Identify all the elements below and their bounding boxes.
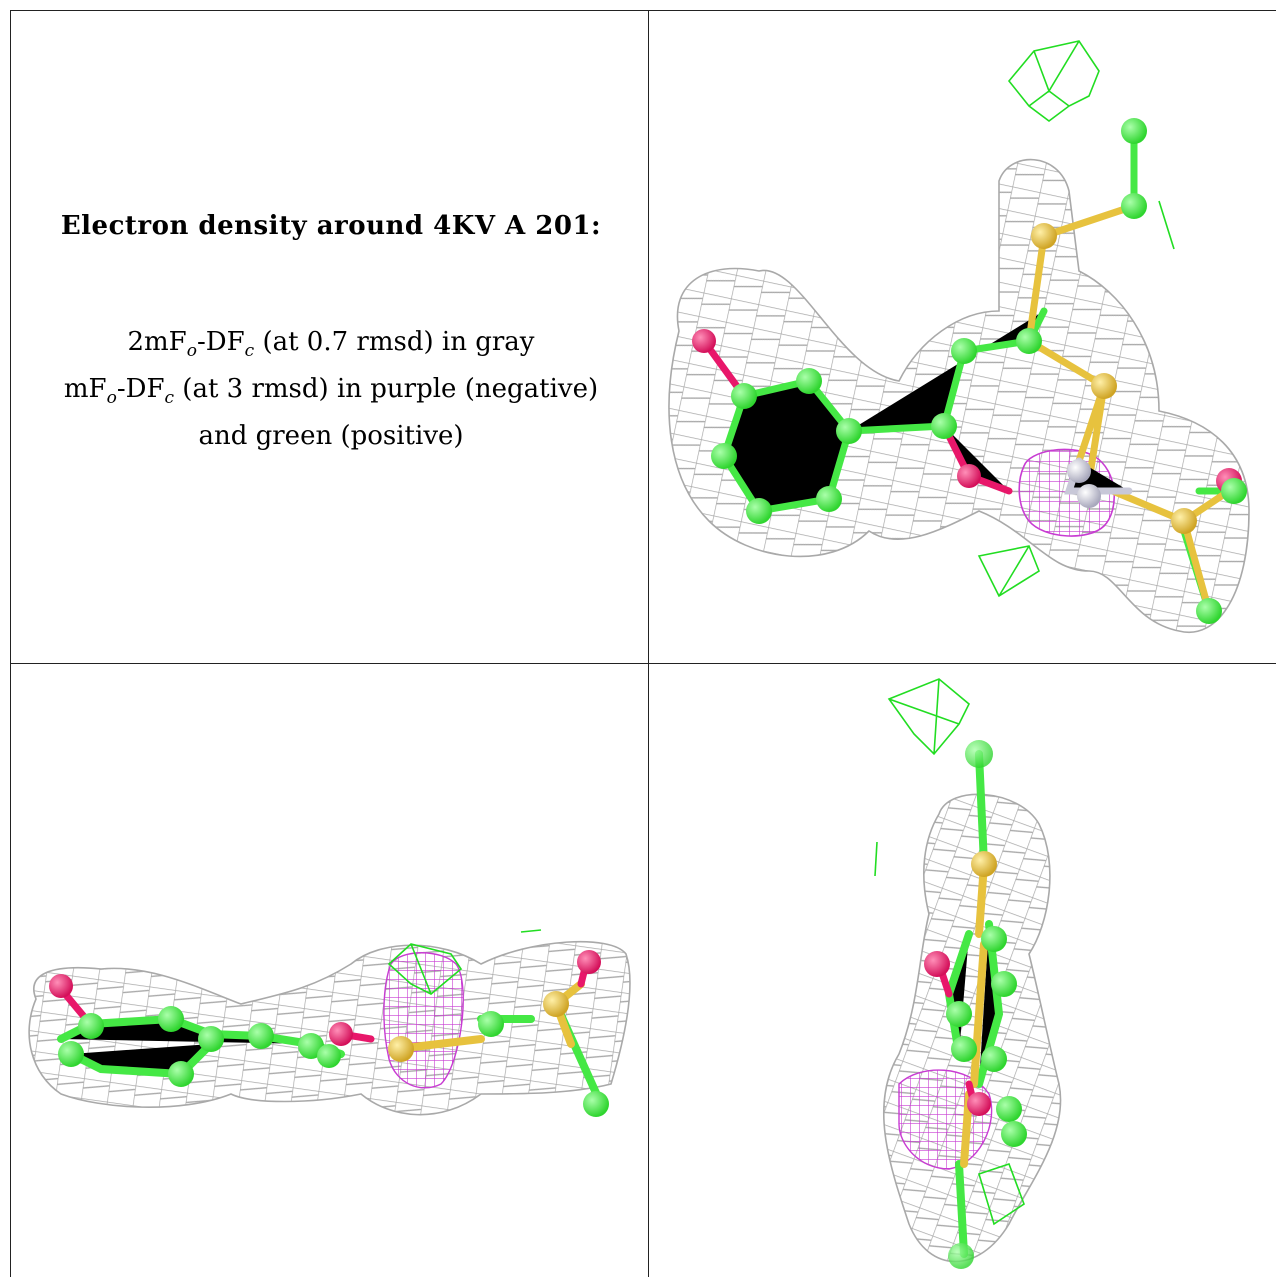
atom-carbon: [317, 1044, 341, 1068]
atom-oxygen: [577, 950, 601, 974]
atom-carbon: [168, 1061, 194, 1087]
atom-oxygen: [692, 329, 716, 353]
mesh-positive: [387, 929, 542, 995]
grid-border-left: [10, 10, 11, 1277]
atom-carbon: [981, 1046, 1007, 1072]
atom-carbon: [1001, 1121, 1027, 1147]
atom-sulfur: [388, 1036, 414, 1062]
atom-carbon: [1121, 193, 1147, 219]
atom-carbon: [951, 338, 977, 364]
atom-carbon: [1221, 478, 1247, 504]
atom-carbon: [58, 1041, 84, 1067]
atoms: [49, 950, 609, 1117]
atom-carbon: [946, 1001, 972, 1027]
atom-carbon: [731, 383, 757, 409]
caption-description: 2mFo-DFc (at 0.7 rmsd) in gray mFo-DFc (…: [11, 323, 648, 455]
mesh-positive: [874, 678, 1025, 1226]
atom-nitrogen: [1067, 459, 1091, 483]
atom-carbon: [931, 413, 957, 439]
density-view-top-right: [649, 11, 1276, 663]
legend-line-positive: and green (positive): [198, 421, 464, 452]
atom-carbon: [796, 368, 822, 394]
atom-nitrogen: [1077, 484, 1101, 508]
atom-carbon: [478, 1011, 504, 1037]
atom-oxygen: [924, 951, 950, 977]
density-view-bottom-right: [649, 664, 1276, 1277]
density-view-bottom-left: [11, 664, 648, 1277]
mesh-negative: [383, 952, 464, 1089]
molecule-render-1: [668, 40, 1250, 634]
atom-oxygen: [967, 1092, 991, 1116]
atom-carbon: [78, 1013, 104, 1039]
atom-carbon: [583, 1091, 609, 1117]
atom-carbon: [711, 443, 737, 469]
atom-carbon: [981, 926, 1007, 952]
atom-carbon: [965, 740, 993, 768]
molecule-render-2: [28, 929, 631, 1117]
caption: Electron density around 4KV A 201: 2mFo-…: [11, 211, 648, 455]
molecule-render-3: [874, 678, 1062, 1269]
atom-oxygen: [957, 464, 981, 488]
caption-cell: Electron density around 4KV A 201: 2mFo-…: [11, 11, 648, 663]
legend-line-gray: 2mFo-DFc (at 0.7 rmsd) in gray: [127, 327, 535, 362]
legend-line-difference: mFo-DFc (at 3 rmsd) in purple (negative): [63, 374, 599, 409]
atom-sulfur: [1171, 508, 1197, 534]
atom-carbon: [158, 1006, 184, 1032]
atom-oxygen: [49, 974, 73, 998]
atom-carbon: [1016, 328, 1042, 354]
grid-border-top: [10, 10, 1276, 11]
atoms: [692, 118, 1247, 624]
grid-divider-vertical: [648, 10, 649, 1277]
atom-oxygen: [329, 1022, 353, 1046]
atom-carbon: [198, 1026, 224, 1052]
atom-carbon: [948, 1243, 974, 1269]
atom-sulfur: [1091, 373, 1117, 399]
grid-divider-horizontal: [10, 663, 1276, 664]
atom-carbon: [951, 1036, 977, 1062]
atom-carbon: [746, 498, 772, 524]
atom-carbon: [991, 971, 1017, 997]
atom-carbon: [996, 1096, 1022, 1122]
atom-sulfur: [543, 991, 569, 1017]
atom-sulfur: [971, 851, 997, 877]
atom-sulfur: [1031, 223, 1057, 249]
atoms: [924, 740, 1027, 1269]
atom-carbon: [248, 1023, 274, 1049]
atom-carbon: [1196, 598, 1222, 624]
atom-carbon: [298, 1033, 324, 1059]
atom-carbon: [816, 486, 842, 512]
atom-carbon: [1121, 118, 1147, 144]
caption-title: Electron density around 4KV A 201:: [60, 211, 602, 241]
atom-carbon: [836, 418, 862, 444]
